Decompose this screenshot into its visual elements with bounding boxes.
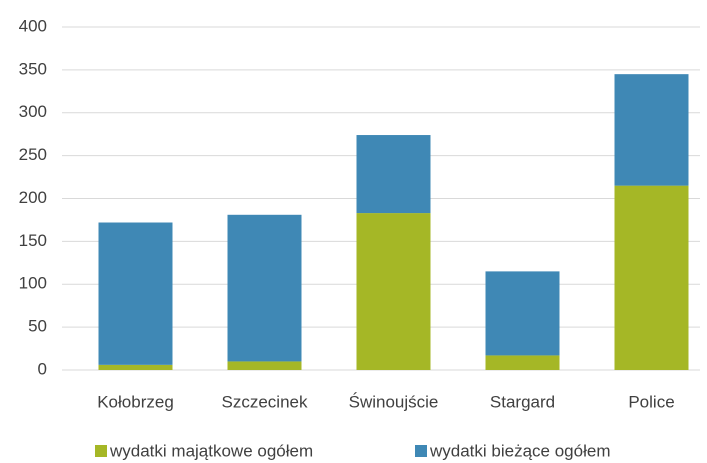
bar-segment: [227, 361, 302, 370]
y-tick-label: 100: [19, 274, 47, 293]
y-tick-label: 350: [19, 59, 47, 78]
bar-segment: [227, 214, 302, 362]
bar-segment: [614, 74, 689, 186]
x-tick-label: Świnoujście: [349, 392, 439, 411]
y-tick-label: 250: [19, 145, 47, 164]
bar-segment: [614, 185, 689, 370]
x-tick-label: Szczecinek: [222, 392, 308, 411]
legend-label: wydatki majątkowe ogółem: [109, 441, 313, 460]
y-tick-label: 0: [38, 359, 47, 378]
x-tick-label: Stargard: [490, 392, 555, 411]
y-tick-label: 150: [19, 231, 47, 250]
legend-swatch: [415, 445, 427, 457]
legend-label: wydatki bieżące ogółem: [429, 441, 610, 460]
bar-segment: [98, 222, 173, 365]
bar-segment: [485, 355, 560, 370]
y-tick-label: 200: [19, 188, 47, 207]
bar-segment: [98, 364, 173, 370]
x-tick-label: Kołobrzeg: [97, 392, 174, 411]
y-tick-label: 400: [19, 16, 47, 35]
bar-segment: [485, 271, 560, 356]
bar-segment: [356, 213, 431, 370]
x-tick-label: Police: [628, 392, 674, 411]
y-tick-label: 50: [28, 317, 47, 336]
bar-segment: [356, 135, 431, 214]
y-tick-label: 300: [19, 102, 47, 121]
legend-swatch: [95, 445, 107, 457]
